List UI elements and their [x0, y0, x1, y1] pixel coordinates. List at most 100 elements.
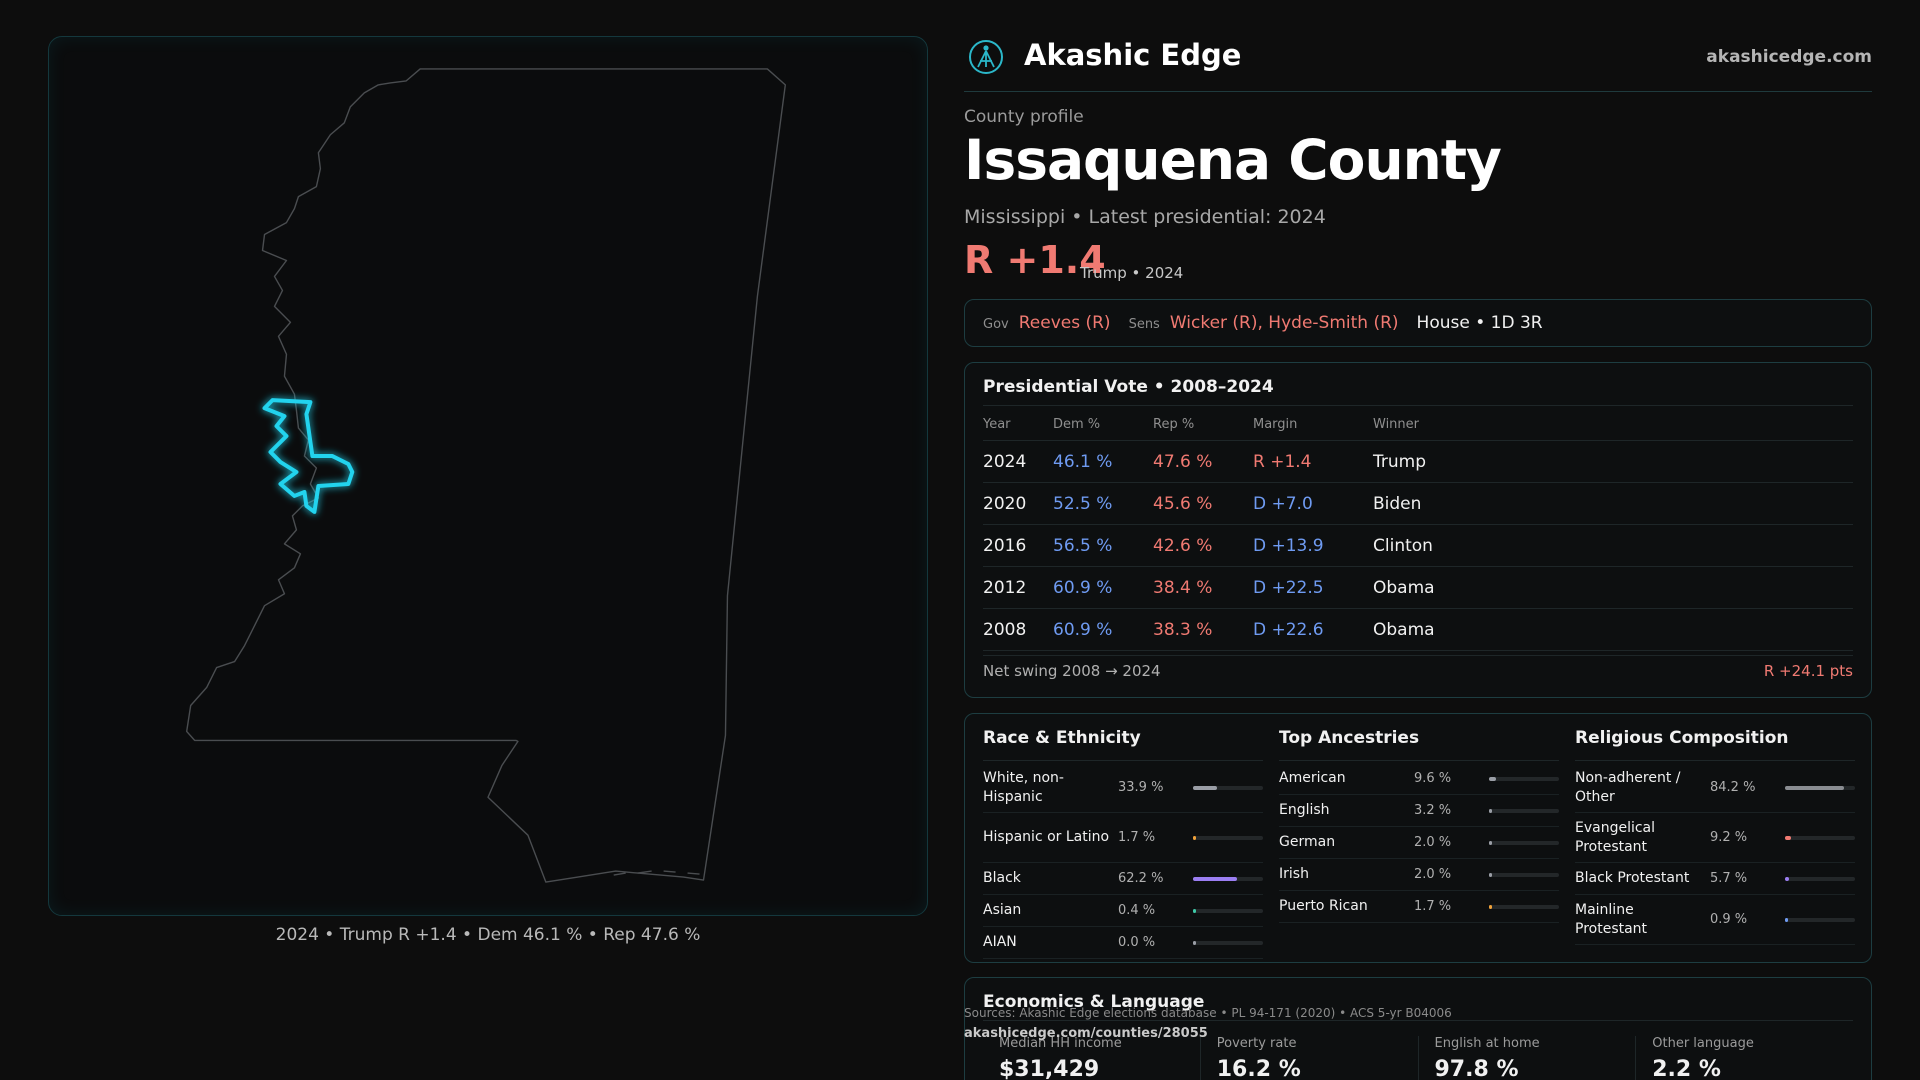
list-item: Mainline Protestant 0.9 %	[1575, 895, 1855, 945]
cell-rep: 42.6 %	[1153, 535, 1213, 556]
table-row[interactable]: 2016 56.5 % 42.6 % D +13.9 Clinton	[983, 525, 1853, 567]
item-value: 1.7 %	[1118, 830, 1156, 845]
cell-winner: Obama	[1373, 619, 1435, 640]
list-item: Asian 0.4 %	[983, 895, 1263, 927]
item-label: Hispanic or Latino	[983, 829, 1110, 846]
item-bar	[1785, 785, 1855, 790]
cell-rep: 38.4 %	[1153, 577, 1213, 598]
table-header: Year Dem % Rep % Margin Winner	[983, 409, 1853, 441]
item-bar	[1489, 808, 1559, 813]
permalink[interactable]: akashicedge.com/counties/28055	[964, 1026, 1208, 1041]
item-bar	[1489, 904, 1559, 909]
gov-label: Gov	[983, 317, 1009, 332]
item-label: White, non-Hispanic	[983, 770, 1064, 805]
item-label: Evangelical Protestant	[1575, 820, 1656, 855]
col-margin: Margin	[1253, 417, 1298, 432]
ancestry-column: Top Ancestries American 9.6 % English 3.2 %…	[1279, 728, 1559, 923]
item-label: Irish	[1279, 866, 1309, 883]
race-title: Race & Ethnicity	[983, 728, 1141, 748]
item-value: 33.9 %	[1118, 780, 1164, 795]
item-bar	[1193, 876, 1263, 881]
list-item: German 2.0 %	[1279, 827, 1559, 859]
divider	[983, 405, 1853, 406]
latest-margin-note: Trump • 2024	[1080, 264, 1184, 282]
cell-rep: 38.3 %	[1153, 619, 1213, 640]
item-label: Non-adherent / Other	[1575, 770, 1681, 805]
item-label: Puerto Rican	[1279, 898, 1368, 915]
table-row[interactable]: 2024 46.1 % 47.6 % R +1.4 Trump	[983, 441, 1853, 483]
stat-value: $31,429	[999, 1057, 1100, 1080]
race-column: Race & Ethnicity White, non-Hispanic 33.9…	[983, 728, 1263, 959]
item-value: 1.7 %	[1414, 899, 1452, 914]
cell-year: 2020	[983, 493, 1027, 514]
cell-dem: 60.9 %	[1053, 619, 1113, 640]
divider	[1279, 760, 1559, 761]
item-value: 9.2 %	[1710, 830, 1748, 845]
item-bar	[1785, 876, 1855, 881]
table-row[interactable]: 2020 52.5 % 45.6 % D +7.0 Biden	[983, 483, 1853, 525]
cell-dem: 46.1 %	[1053, 451, 1113, 472]
county-highlight[interactable]	[262, 398, 355, 514]
demographics-card: Race & Ethnicity White, non-Hispanic 33.9…	[964, 713, 1872, 963]
cell-year: 2008	[983, 619, 1027, 640]
col-winner: Winner	[1373, 417, 1420, 432]
economics-grid: Median HH income $31,429 Poverty rate 16.2 …	[983, 1036, 1853, 1080]
item-value: 62.2 %	[1118, 871, 1164, 886]
akashic-logo-icon	[969, 40, 1003, 74]
coast-islands	[613, 870, 700, 876]
table-row[interactable]: 2008 60.9 % 38.3 % D +22.6 Obama	[983, 609, 1853, 651]
cell-margin: R +1.4	[1253, 451, 1312, 472]
state-map	[185, 68, 787, 883]
item-bar-fill	[1193, 835, 1196, 840]
page-eyebrow: County profile	[964, 107, 1084, 127]
list-item: Non-adherent / Other 84.2 %	[1575, 763, 1855, 813]
stat-value: 2.2 %	[1652, 1057, 1721, 1080]
item-label: AIAN	[983, 934, 1017, 951]
item-bar	[1489, 840, 1559, 845]
item-bar	[1785, 917, 1855, 922]
economics-stat: English at home 97.8 %	[1417, 1036, 1636, 1080]
stat-value: 97.8 %	[1434, 1057, 1519, 1080]
item-bar-fill	[1785, 917, 1788, 922]
item-bar-fill	[1489, 872, 1492, 877]
item-label: English	[1279, 802, 1330, 819]
cell-winner: Obama	[1373, 577, 1435, 598]
table-row[interactable]: 2012 60.9 % 38.4 % D +22.5 Obama	[983, 567, 1853, 609]
item-value: 2.0 %	[1414, 867, 1452, 882]
brand-header: Akashic Edge akashicedge.com	[964, 36, 1872, 92]
item-bar	[1193, 785, 1263, 790]
item-bar-fill	[1489, 776, 1496, 781]
cell-year: 2016	[983, 535, 1027, 556]
ancestry-title: Top Ancestries	[1279, 728, 1420, 748]
net-swing-value: R +24.1 pts	[1763, 661, 1853, 680]
col-rep: Rep %	[1153, 417, 1195, 432]
presidential-vote-title: Presidential Vote • 2008–2024	[983, 377, 1274, 397]
list-item: White, non-Hispanic 33.9 %	[983, 763, 1263, 813]
presidential-vote-card: Presidential Vote • 2008–2024 Year Dem %…	[964, 362, 1872, 698]
item-label: American	[1279, 770, 1346, 787]
item-value: 2.0 %	[1414, 835, 1452, 850]
officials-bar: Gov Reeves (R) Sens Wicker (R), Hyde-Smi…	[964, 299, 1872, 347]
item-bar-fill	[1785, 835, 1792, 840]
net-swing-row: Net swing 2008 → 2024 R +24.1 pts	[983, 655, 1853, 685]
item-label: Mainline Protestant	[1575, 902, 1648, 937]
cell-winner: Trump	[1373, 451, 1427, 472]
cell-margin: D +13.9	[1253, 535, 1324, 556]
col-year: Year	[983, 417, 1011, 432]
cell-margin: D +7.0	[1253, 493, 1313, 514]
list-item: Hispanic or Latino 1.7 %	[983, 813, 1263, 863]
house-delegation: House • 1D 3R	[1416, 313, 1543, 333]
senators-names: Wicker (R), Hyde-Smith (R)	[1169, 313, 1399, 333]
item-bar-fill	[1193, 908, 1196, 913]
item-value: 0.9 %	[1710, 912, 1748, 927]
stat-label: Other language	[1652, 1036, 1754, 1051]
economics-stat: Poverty rate 16.2 %	[1199, 1036, 1418, 1080]
item-bar-fill	[1193, 785, 1217, 790]
cell-dem: 60.9 %	[1053, 577, 1113, 598]
cell-margin: D +22.5	[1253, 577, 1324, 598]
brand-url-link[interactable]: akashicedge.com	[1706, 47, 1872, 67]
item-bar	[1193, 940, 1263, 945]
item-value: 0.0 %	[1118, 935, 1156, 950]
county-map-panel[interactable]	[48, 36, 928, 916]
map-caption: 2024 • Trump R +1.4 • Dem 46.1 % • Rep 4…	[275, 925, 701, 945]
